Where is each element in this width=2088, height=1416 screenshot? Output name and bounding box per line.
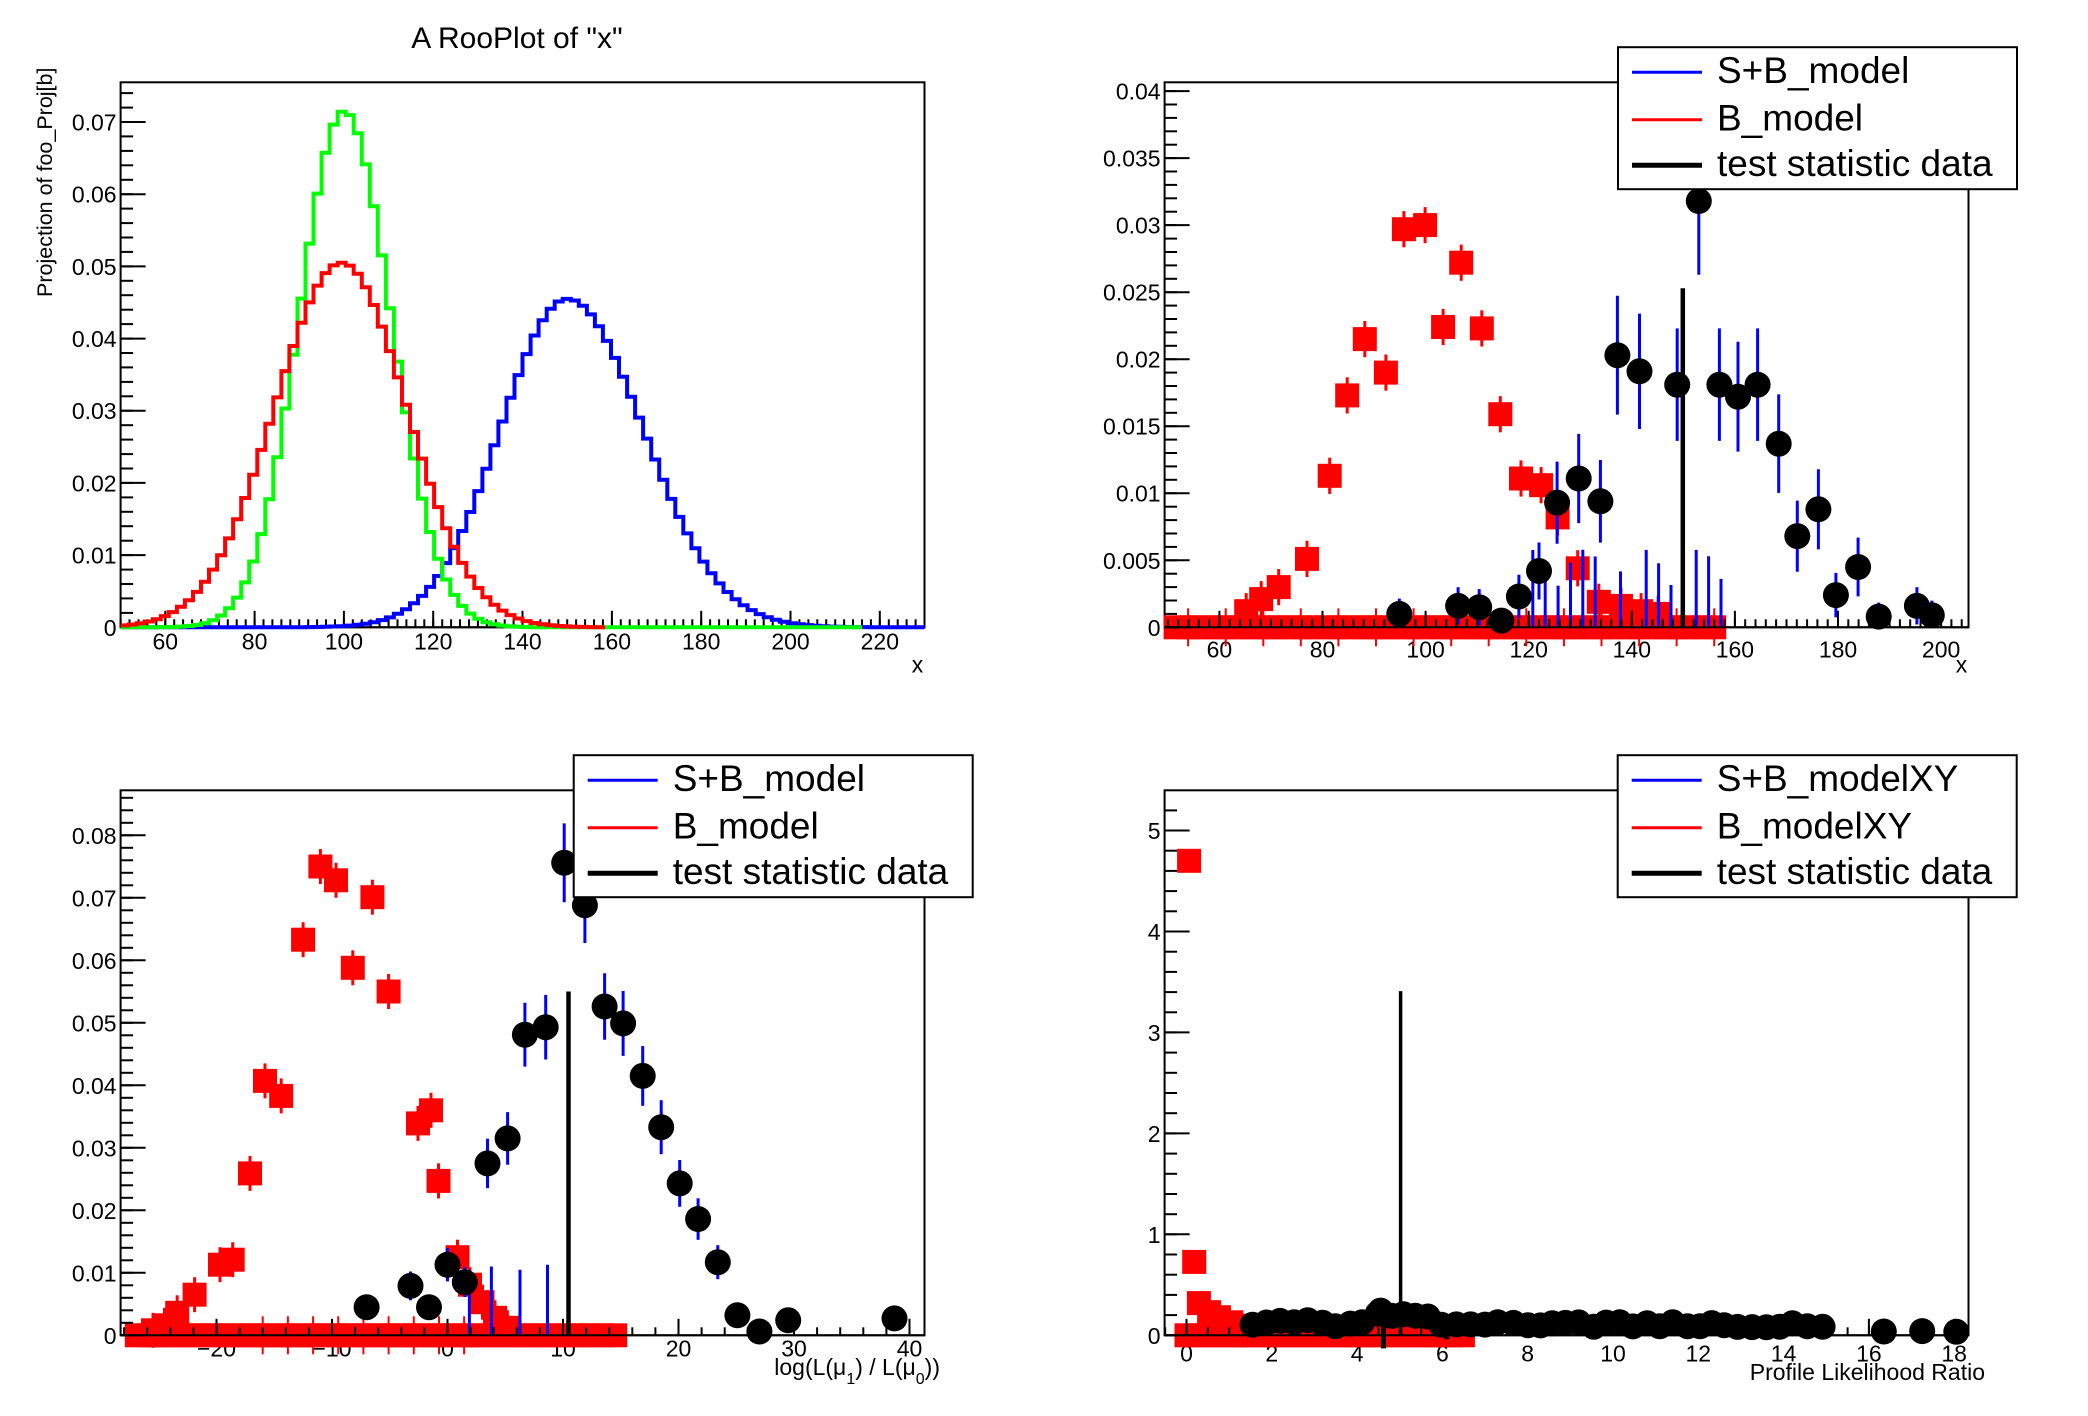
svg-text:S+B_modelXY: S+B_modelXY: [1717, 758, 1959, 799]
svg-text:60: 60: [153, 628, 179, 654]
svg-text:S+B_model: S+B_model: [1717, 50, 1909, 91]
svg-text:80: 80: [1310, 636, 1336, 662]
svg-text:12: 12: [1686, 1340, 1712, 1366]
svg-text:30: 30: [781, 1335, 807, 1361]
svg-text:0.07: 0.07: [72, 885, 117, 911]
svg-text:0.04: 0.04: [1116, 79, 1161, 105]
svg-text:B_model: B_model: [673, 806, 819, 847]
svg-text:Profile Likelihood Ratio: Profile Likelihood Ratio: [1750, 1359, 1985, 1385]
svg-text:Projection of foo_Proj[b]: Projection of foo_Proj[b]: [33, 68, 57, 297]
svg-text:140: 140: [503, 628, 541, 654]
svg-text:20: 20: [666, 1335, 692, 1361]
svg-text:1: 1: [1148, 1222, 1161, 1248]
svg-text:0.02: 0.02: [72, 470, 117, 496]
svg-text:140: 140: [1613, 636, 1651, 662]
svg-text:200: 200: [1922, 636, 1960, 662]
svg-text:B_modelXY: B_modelXY: [1717, 806, 1912, 847]
svg-text:0.015: 0.015: [1103, 414, 1161, 440]
svg-text:0.02: 0.02: [72, 1198, 117, 1224]
svg-text:60: 60: [1207, 636, 1233, 662]
svg-text:0: 0: [104, 1323, 117, 1349]
svg-text:0.01: 0.01: [72, 1260, 117, 1286]
svg-text:0.07: 0.07: [72, 110, 117, 136]
svg-text:x: x: [1956, 652, 1968, 678]
svg-text:S+B_model: S+B_model: [673, 758, 865, 799]
svg-text:220: 220: [861, 628, 899, 654]
svg-text:B_model: B_model: [1717, 98, 1863, 139]
svg-text:0.03: 0.03: [1116, 213, 1161, 239]
svg-text:80: 80: [242, 628, 268, 654]
svg-text:8: 8: [1521, 1340, 1534, 1366]
svg-text:160: 160: [593, 628, 631, 654]
svg-text:2: 2: [1148, 1121, 1161, 1147]
svg-text:3: 3: [1148, 1020, 1161, 1046]
svg-text:10: 10: [1600, 1340, 1626, 1366]
svg-text:180: 180: [682, 628, 720, 654]
svg-text:0: 0: [1148, 1323, 1161, 1349]
svg-text:18: 18: [1941, 1340, 1967, 1366]
svg-text:x: x: [912, 652, 924, 678]
svg-text:200: 200: [771, 628, 809, 654]
svg-text:A RooPlot of "x": A RooPlot of "x": [411, 22, 622, 55]
svg-text:0.01: 0.01: [72, 543, 117, 569]
svg-text:0.01: 0.01: [1116, 481, 1161, 507]
svg-text:0.025: 0.025: [1103, 280, 1161, 306]
svg-text:0.08: 0.08: [72, 823, 117, 849]
svg-text:0.04: 0.04: [72, 326, 117, 352]
svg-text:test statistic data: test statistic data: [1717, 851, 1993, 892]
svg-text:test statistic data: test statistic data: [1717, 143, 1993, 184]
svg-text:40: 40: [897, 1335, 923, 1361]
svg-text:14: 14: [1771, 1340, 1797, 1366]
svg-text:100: 100: [1406, 636, 1444, 662]
svg-text:0.035: 0.035: [1103, 146, 1161, 172]
svg-text:4: 4: [1148, 919, 1161, 945]
svg-text:0.02: 0.02: [1116, 347, 1161, 373]
svg-text:0.05: 0.05: [72, 254, 117, 280]
svg-text:0.06: 0.06: [72, 182, 117, 208]
svg-text:120: 120: [414, 628, 452, 654]
svg-text:120: 120: [1510, 636, 1548, 662]
svg-text:16: 16: [1856, 1340, 1882, 1366]
svg-text:0.03: 0.03: [72, 398, 117, 424]
svg-text:0.05: 0.05: [72, 1010, 117, 1036]
svg-text:0: 0: [104, 615, 117, 641]
svg-text:180: 180: [1819, 636, 1857, 662]
svg-text:5: 5: [1148, 818, 1161, 844]
svg-text:0: 0: [1148, 615, 1161, 641]
svg-text:0.03: 0.03: [72, 1135, 117, 1161]
svg-text:160: 160: [1716, 636, 1754, 662]
svg-text:test statistic data: test statistic data: [673, 851, 949, 892]
svg-text:0.005: 0.005: [1103, 548, 1161, 574]
svg-text:0.06: 0.06: [72, 948, 117, 974]
svg-text:100: 100: [325, 628, 363, 654]
svg-text:0.04: 0.04: [72, 1073, 117, 1099]
